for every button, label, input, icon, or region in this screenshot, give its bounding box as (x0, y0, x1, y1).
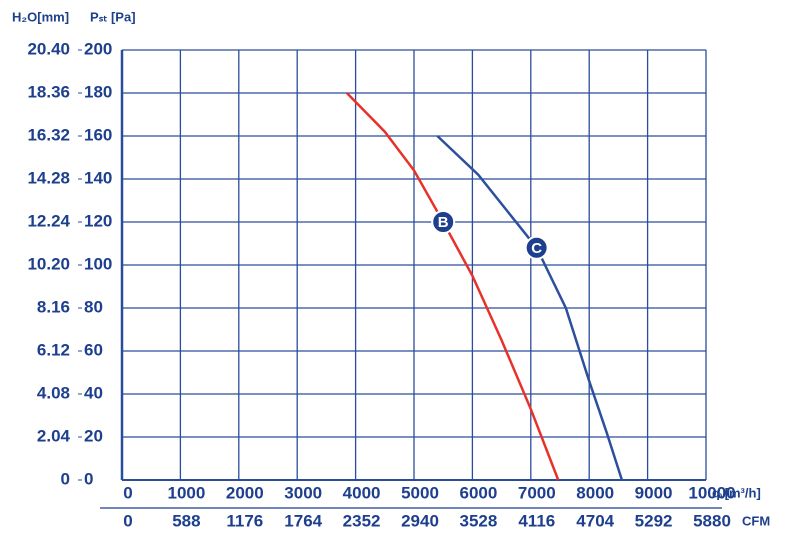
y-tick-label: 180 (84, 82, 112, 101)
y2-tick-label: 6.12 (37, 340, 70, 359)
y-tick-label: 140 (84, 168, 112, 187)
x-tick-label: 3000 (284, 483, 322, 502)
y2-tick-label: 14.28 (27, 168, 70, 187)
x-tick-label: 2000 (226, 483, 264, 502)
y-tick-label: 120 (84, 211, 112, 230)
x2-tick-label: 2940 (401, 511, 439, 530)
x-tick-label: 6000 (459, 483, 497, 502)
x2-tick-label: 0 (123, 511, 132, 530)
x-tick-label: 9000 (635, 483, 673, 502)
series-line (436, 135, 624, 481)
x-tick-label: 5000 (401, 483, 439, 502)
x2-tick-label: 5880 (693, 511, 731, 530)
y-title: Pₛₜ [Pa] (90, 9, 136, 24)
y-tick-label: 200 (84, 39, 112, 58)
y2-tick-label: 18.36 (27, 82, 70, 101)
x2-tick-label: 5292 (635, 511, 673, 530)
y2-tick-label: 2.04 (37, 426, 71, 445)
x-tick-label: 8000 (576, 483, 614, 502)
y2-tick-label: 0 (61, 469, 70, 488)
x2-tick-label: 2352 (343, 511, 381, 530)
y-tick-label: 80 (84, 297, 103, 316)
y-tick-label: 160 (84, 125, 112, 144)
series-badge (431, 210, 456, 234)
x2-tick-label: 588 (172, 511, 200, 530)
x2-tick-label: 4116 (518, 511, 555, 530)
x2-tick-label: 1764 (284, 511, 322, 530)
x-tick-label: 1000 (167, 483, 205, 502)
x2-title: CFM (742, 513, 770, 528)
series-label: B (438, 214, 449, 231)
x2-tick-label: 4704 (576, 511, 614, 530)
x-title: qᵥ[m³/h] (712, 485, 761, 500)
y2-tick-label: 12.24 (27, 211, 70, 230)
series-label: C (531, 240, 542, 257)
y2-tick-label: 4.08 (37, 383, 70, 402)
x-tick-label: 4000 (343, 483, 381, 502)
x2-tick-label: 1176 (226, 511, 263, 530)
y2-tick-label: 10.20 (27, 254, 70, 273)
series-line (345, 92, 560, 481)
x-tick-label: 0 (123, 483, 132, 502)
x-tick-label: 7000 (518, 483, 556, 502)
y-tick-label: 40 (84, 383, 103, 402)
y-tick-label: 60 (84, 340, 103, 359)
y2-tick-label: 16.32 (27, 125, 70, 144)
y2-title: H₂O[mm] (12, 9, 69, 24)
y2-tick-label: 20.40 (27, 39, 70, 58)
y2-tick-label: 8.16 (37, 297, 70, 316)
y-tick-label: 100 (84, 254, 112, 273)
y-tick-label: 0 (84, 469, 93, 488)
y-tick-label: 20 (84, 426, 103, 445)
series-badge (524, 235, 549, 260)
x-tick-label: 10000 (688, 483, 735, 502)
x2-tick-label: 3528 (459, 511, 497, 530)
